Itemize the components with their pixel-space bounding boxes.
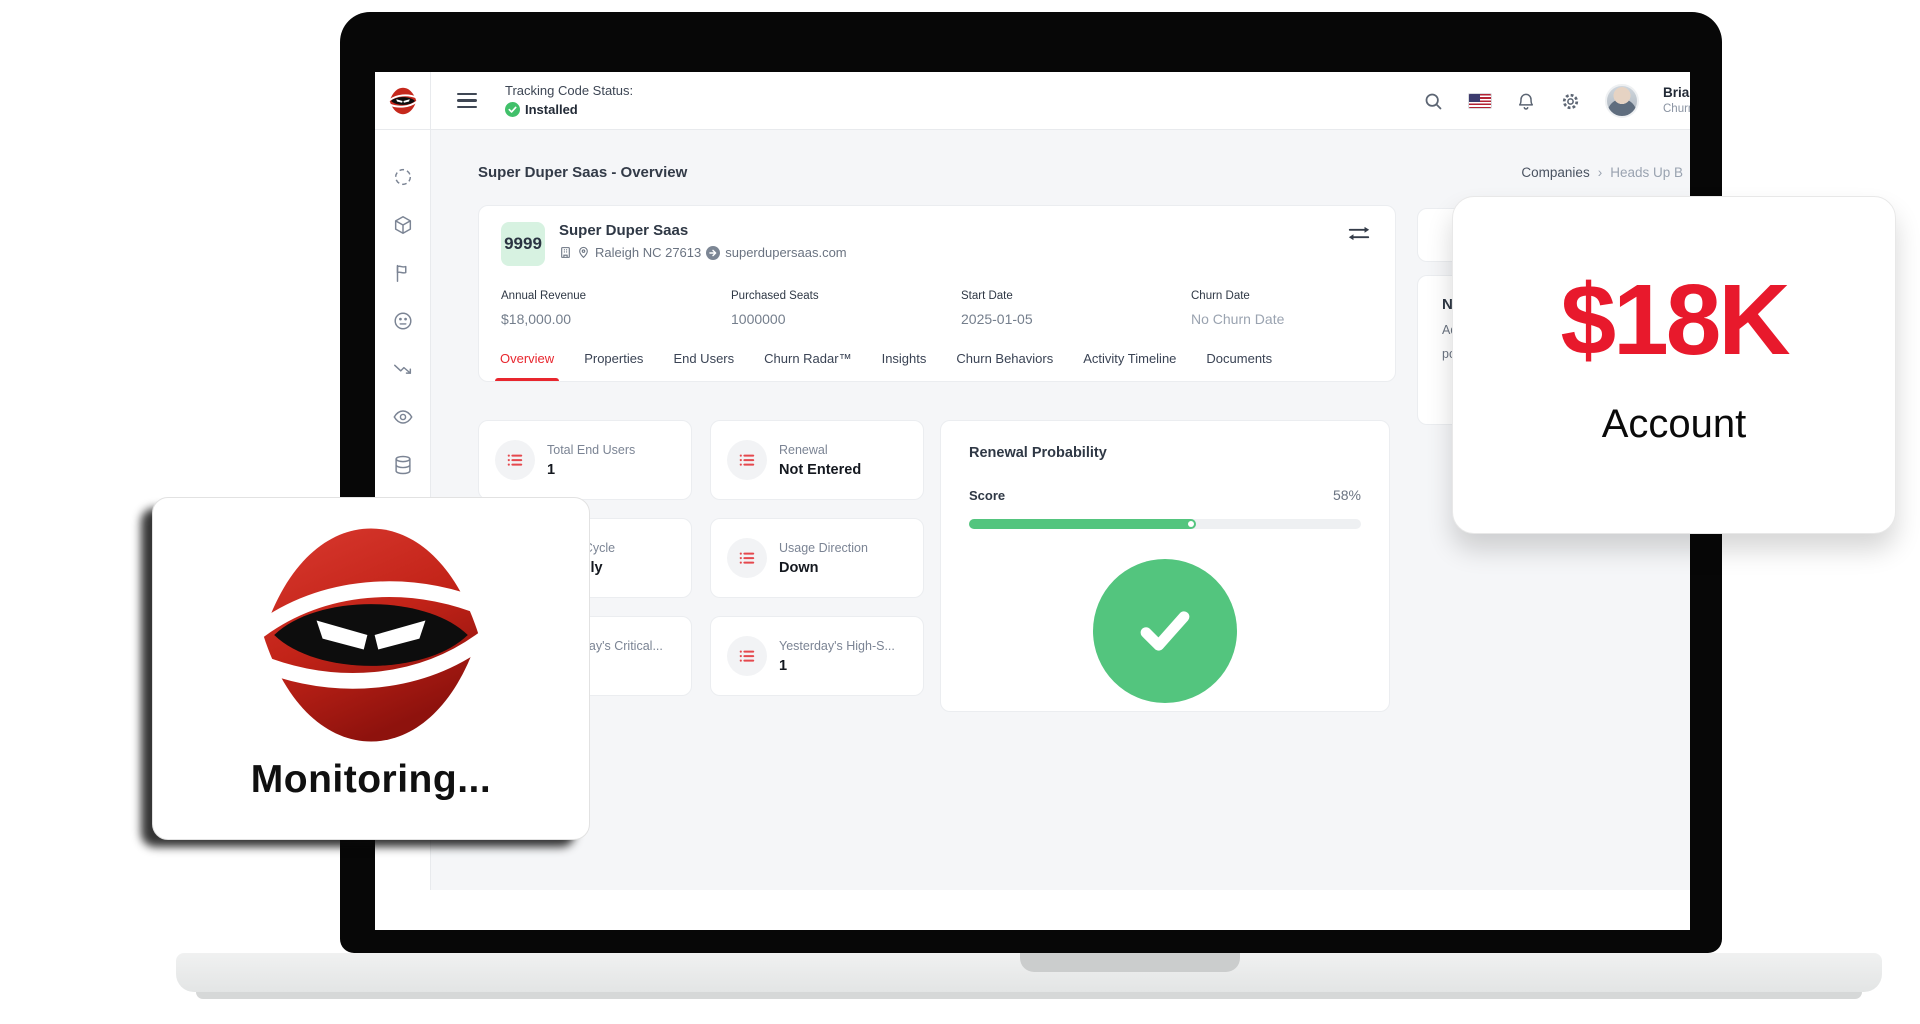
stat-yesterdays-high-s: Yesterday's High-S... 1	[710, 616, 924, 696]
tab-documents[interactable]: Documents	[1206, 351, 1273, 366]
sidebar-item-data-icon[interactable]	[392, 454, 414, 476]
menu-toggle-icon[interactable]	[457, 93, 477, 108]
user-name: Brian Pol	[1663, 85, 1690, 101]
score-progress-track	[969, 519, 1361, 529]
field-churn-date: Churn Date No Churn Date	[1191, 290, 1285, 327]
tab-overview[interactable]: Overview	[485, 339, 569, 381]
user-meta[interactable]: Brian Pol Churn Assa	[1663, 84, 1690, 118]
churn-assassin-logo-large	[250, 514, 492, 756]
tracking-code-status: Tracking Code Status: Installed	[505, 82, 633, 120]
list-icon	[727, 636, 767, 676]
sidebar-item-dashboard-icon[interactable]	[392, 166, 414, 188]
company-summary-card: 9999 Super Duper Saas Raleigh NC 27613	[478, 205, 1396, 382]
company-fields: Annual Revenue $18,000.00 Purchased Seat…	[501, 290, 1421, 327]
breadcrumb: Companies › Heads Up B	[1521, 165, 1683, 180]
sidebar-item-trends-icon[interactable]	[392, 358, 414, 380]
sidebar-item-watch-eye-icon[interactable]	[392, 406, 414, 428]
list-icon	[495, 440, 535, 480]
check-circle-icon	[505, 102, 520, 118]
field-purchased-seats: Purchased Seats 1000000	[731, 290, 819, 327]
page-title: Super Duper Saas - Overview	[478, 164, 688, 181]
tab-end-users[interactable]: End Users	[673, 351, 735, 366]
tab-churn-radar[interactable]: Churn Radar™	[764, 351, 852, 366]
sidebar-item-sentiment-icon[interactable]	[392, 310, 414, 332]
company-name: Super Duper Saas	[559, 222, 689, 239]
transfer-swap-icon[interactable]	[1347, 224, 1371, 243]
renewal-ok-check-icon	[1093, 559, 1237, 703]
company-website-link[interactable]: superdupersaas.com	[725, 245, 847, 260]
company-location: Raleigh NC 27613	[595, 245, 702, 260]
stat-renewal: Renewal Not Entered	[710, 420, 924, 500]
field-annual-revenue: Annual Revenue $18,000.00	[501, 290, 587, 327]
tab-activity-timeline[interactable]: Activity Timeline	[1083, 351, 1177, 366]
field-start-date: Start Date 2025-01-05	[961, 290, 1033, 327]
score-label: Score	[969, 487, 1006, 503]
score-progress-fill	[969, 519, 1197, 529]
tracking-status-value: Installed	[525, 101, 578, 117]
account-label: Account	[1601, 402, 1747, 446]
account-value: $18K	[1560, 264, 1790, 376]
breadcrumb-separator: ›	[1597, 165, 1603, 180]
churn-assassin-logo-icon[interactable]	[387, 86, 418, 116]
tab-insights[interactable]: Insights	[881, 351, 927, 366]
company-code-badge: 9999	[501, 222, 545, 266]
breadcrumb-current[interactable]: Heads Up B	[1610, 165, 1683, 180]
account-value-overlay-card: $18K Account	[1452, 196, 1896, 534]
search-icon[interactable]	[1423, 91, 1444, 112]
stat-total-end-users: Total End Users 1	[478, 420, 692, 500]
tab-churn-behaviors[interactable]: Churn Behaviors	[956, 351, 1054, 366]
external-link-icon[interactable]	[706, 245, 721, 260]
score-percent: 58%	[1332, 487, 1361, 503]
user-org: Churn Assa	[1663, 103, 1690, 116]
renewal-probability-card: Renewal Probability Score 58%	[940, 420, 1390, 712]
laptop-base	[176, 953, 1882, 992]
tracking-status-label: Tracking Code Status:	[505, 82, 634, 98]
breadcrumb-companies[interactable]: Companies	[1521, 165, 1590, 180]
renewal-probability-title: Renewal Probability	[969, 445, 1107, 461]
company-tabs: Overview Properties End Users Churn Rada…	[485, 339, 1287, 381]
stat-usage-direction: Usage Direction Down	[710, 518, 924, 598]
list-icon	[727, 538, 767, 578]
sidebar-item-flags-icon[interactable]	[392, 262, 414, 284]
monitoring-label: Monitoring...	[250, 758, 492, 801]
user-avatar[interactable]	[1605, 84, 1639, 118]
settings-gear-icon[interactable]	[1560, 91, 1581, 112]
app-header: Tracking Code Status: Installed	[375, 72, 1690, 130]
us-flag-language-icon[interactable]	[1468, 93, 1492, 109]
laptop-base-notch	[1020, 953, 1240, 972]
list-icon	[727, 440, 767, 480]
monitoring-overlay-card: Monitoring...	[152, 497, 590, 840]
building-icon	[559, 246, 572, 259]
notifications-bell-icon[interactable]	[1516, 91, 1536, 112]
map-pin-icon	[577, 246, 590, 259]
sidebar-item-products-cube-icon[interactable]	[392, 214, 414, 236]
laptop-base-lip	[196, 992, 1862, 999]
tab-properties[interactable]: Properties	[584, 351, 644, 366]
logo-column	[375, 72, 431, 129]
